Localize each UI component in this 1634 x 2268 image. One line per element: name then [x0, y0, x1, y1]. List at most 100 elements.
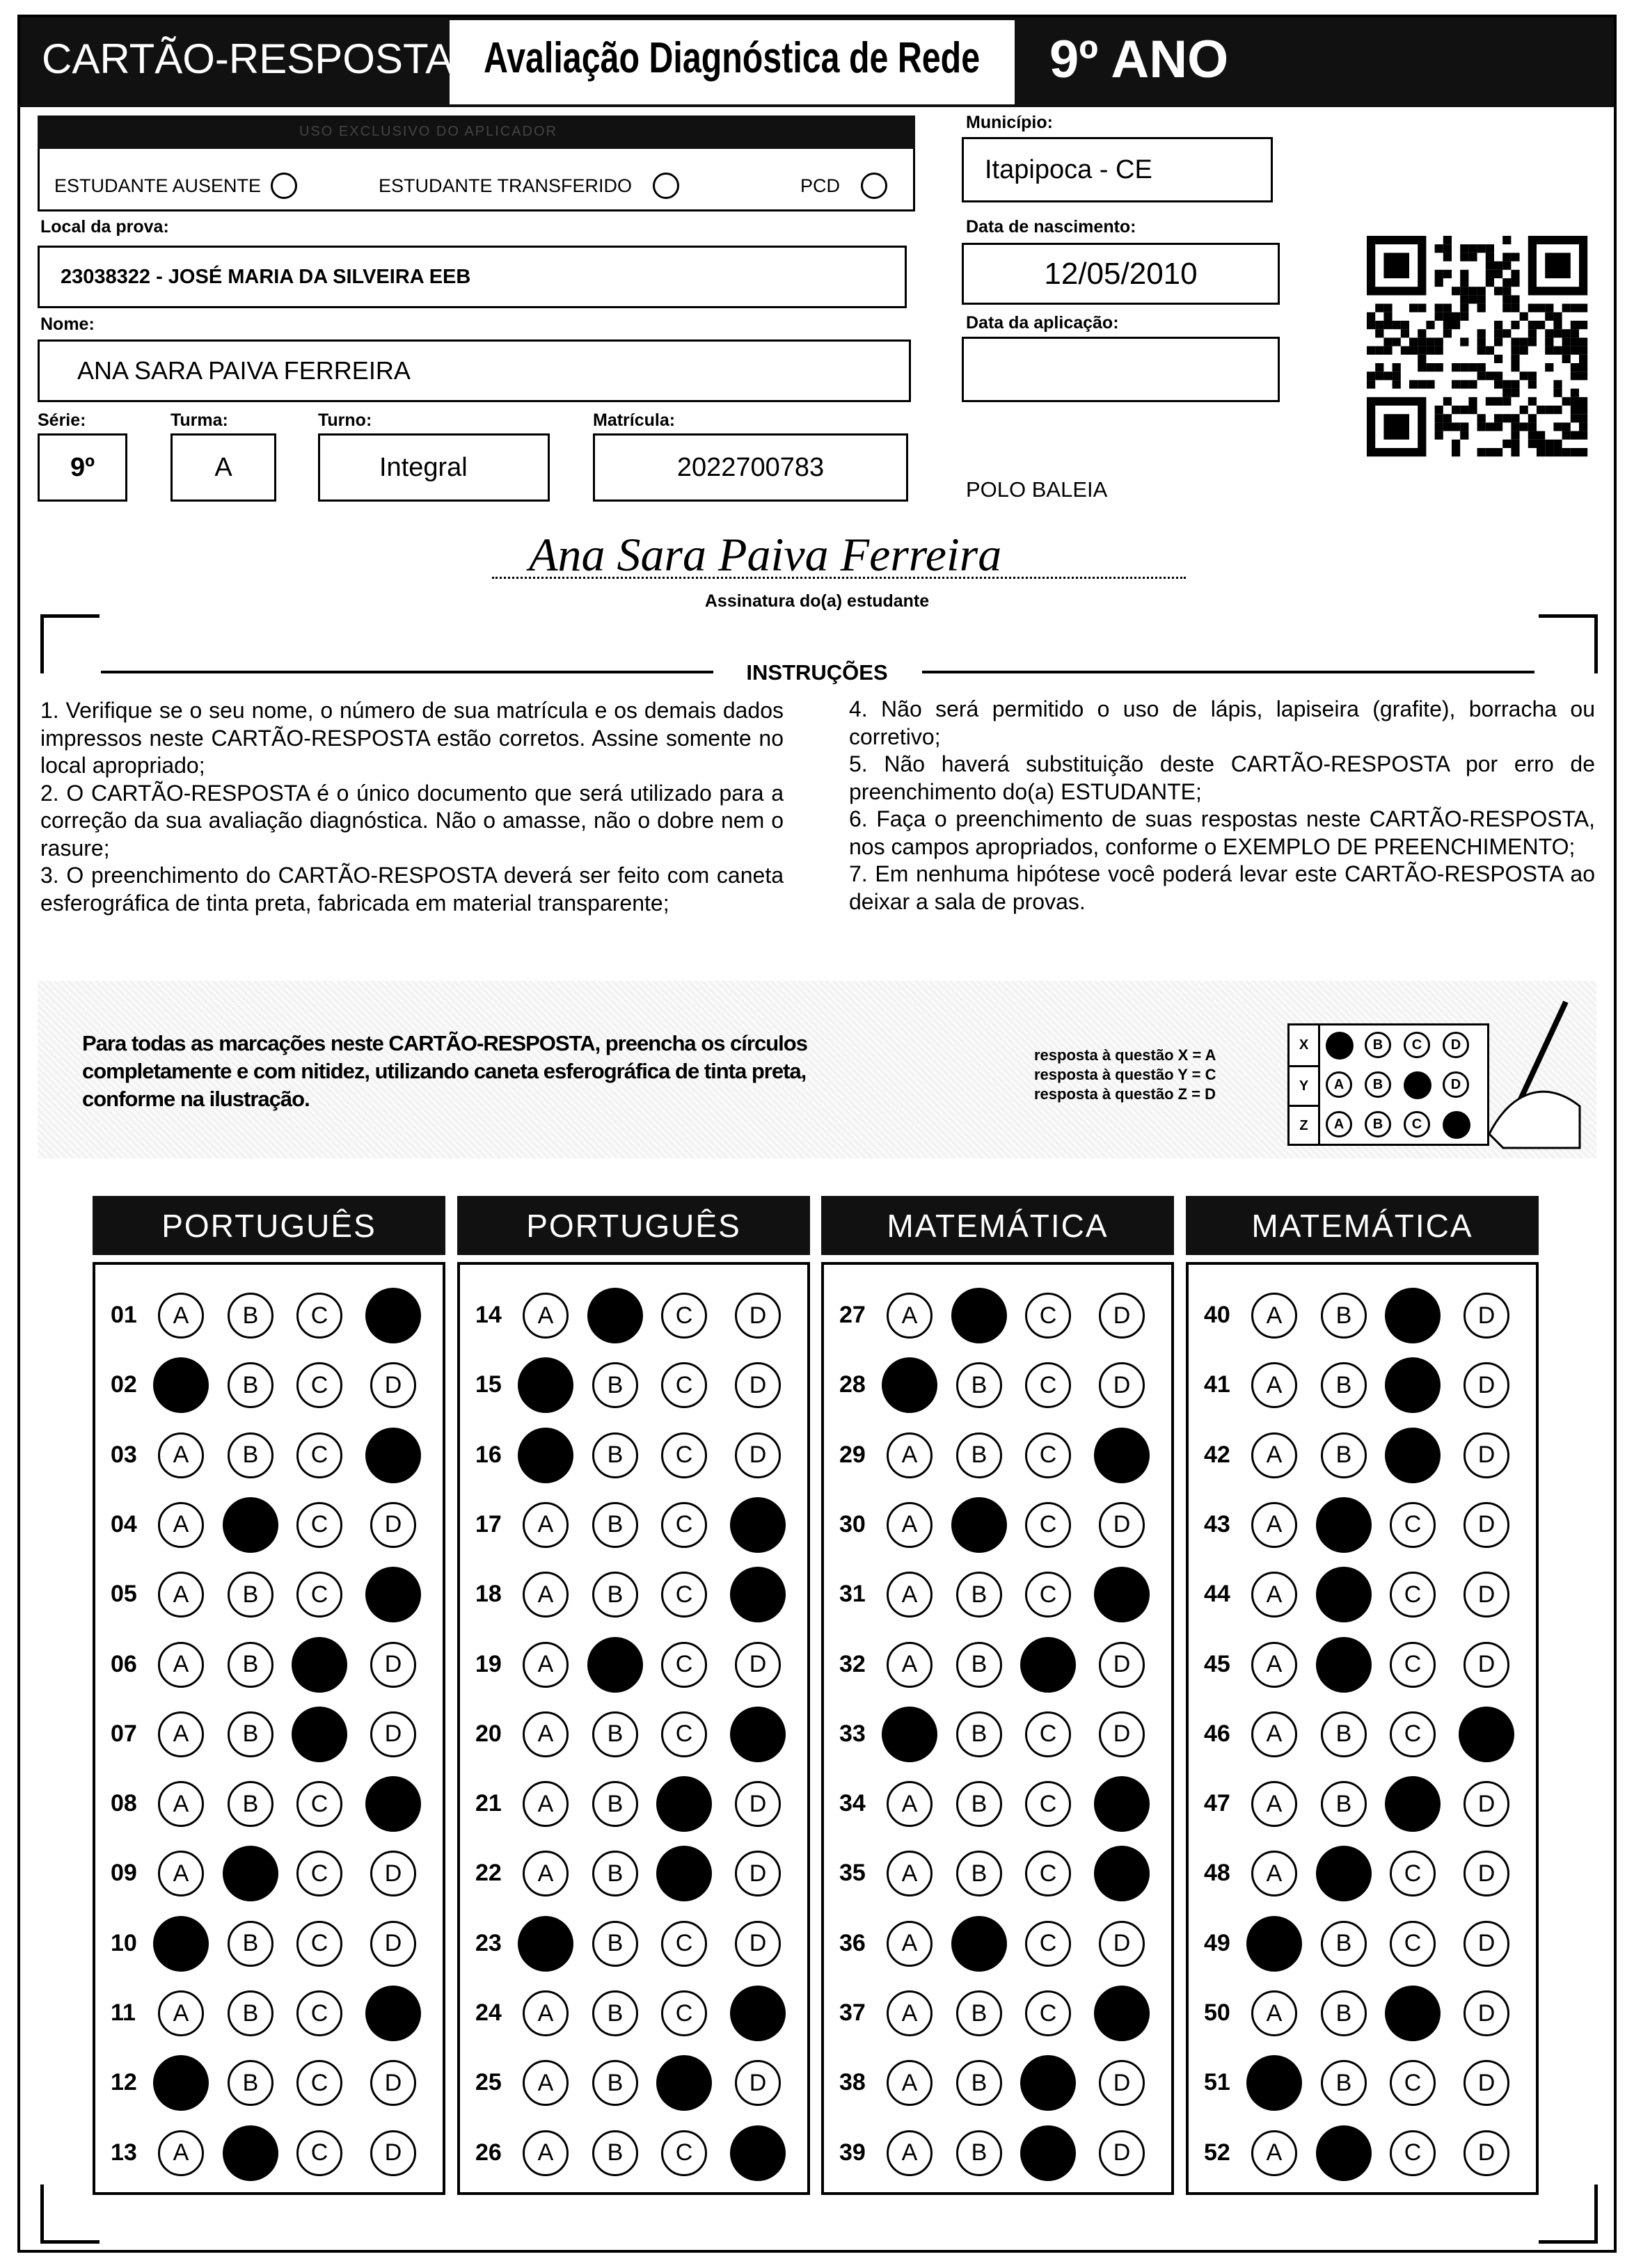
question-number: 39 [839, 2139, 866, 2166]
bubble: B [228, 1432, 273, 1478]
bubble: B [956, 1851, 1002, 1897]
qr-module [1460, 278, 1469, 287]
filled-bubble [730, 2125, 786, 2181]
filled-bubble [365, 1288, 421, 1343]
qr-module [1485, 253, 1494, 262]
outer-border [17, 15, 1617, 2253]
qr-module [1545, 363, 1554, 372]
example-row-label: Y [1290, 1065, 1320, 1105]
qr-module [1452, 287, 1461, 296]
qr-module [1434, 269, 1443, 278]
bubble: A [887, 1432, 933, 1478]
question-number: 21 [475, 1790, 502, 1817]
bubble: D [1464, 1293, 1509, 1339]
bubble: D [370, 2130, 416, 2176]
qr-module [1443, 244, 1452, 253]
section-header: PORTUGUÊS [93, 1196, 445, 1255]
qr-module [1477, 287, 1486, 296]
qr-module [1579, 303, 1588, 312]
qr-module [1443, 312, 1452, 321]
qr-module [1545, 337, 1554, 346]
qr-module [1468, 244, 1477, 253]
signature-label: Assinatura do(a) estudante [704, 591, 930, 611]
bubble: B [592, 1711, 638, 1757]
instruction: 3. O preenchimento do CARTÃO-RESPOSTA de… [40, 863, 784, 916]
qr-module [1400, 321, 1409, 330]
instructions-title: INSTRUÇÕES [746, 660, 888, 685]
bubble: C [296, 1990, 342, 2036]
qr-module [1511, 303, 1520, 312]
qr-module [1485, 346, 1494, 355]
question-number: 41 [1204, 1371, 1230, 1398]
filled-bubble [365, 1776, 421, 1832]
qr-module [1477, 295, 1486, 304]
qr-module [1579, 431, 1588, 440]
question-number: 17 [475, 1510, 502, 1538]
filled-bubble [1385, 1357, 1441, 1414]
question-number: 46 [1204, 1720, 1230, 1747]
qr-module [1383, 303, 1393, 312]
question-number: 49 [1204, 1929, 1230, 1956]
option-text: PCD [800, 175, 841, 196]
qr-module [1579, 414, 1588, 423]
filled-bubble [1246, 1915, 1302, 1972]
question-number: 50 [1204, 1999, 1230, 2026]
filled-bubble [951, 1288, 1007, 1343]
bubble: A [523, 1851, 569, 1897]
qr-module [1494, 261, 1503, 270]
qr-module [1502, 261, 1512, 270]
qr-module [1418, 380, 1427, 389]
qr-module [1383, 312, 1393, 321]
bubble: A [1251, 1851, 1297, 1897]
filled-bubble [1316, 1846, 1372, 1902]
qr-module [1375, 303, 1384, 312]
qr-module [1392, 363, 1401, 372]
qr-module [1418, 354, 1427, 363]
question-number: 20 [475, 1720, 502, 1747]
example-bubble: B [1365, 1032, 1391, 1058]
qr-module [1443, 236, 1452, 245]
bubble: A [887, 1641, 933, 1688]
qr-module [1553, 346, 1562, 355]
field-value: ANA SARA PAIVA FERREIRA [77, 356, 411, 385]
qr-module [1545, 329, 1554, 338]
bubble: C [296, 1572, 342, 1618]
question-number: 34 [839, 1790, 866, 1817]
qr-module [1570, 329, 1579, 338]
filled-bubble [518, 1357, 573, 1414]
rule [101, 671, 713, 673]
filled-bubble [951, 1496, 1007, 1553]
bubble: A [523, 2130, 569, 2176]
bubble: B [228, 1572, 273, 1618]
bubble: A [523, 1711, 569, 1757]
qr-module [1400, 346, 1409, 355]
example-bubble: C [1404, 1032, 1430, 1058]
qr-module [1511, 414, 1520, 423]
header-grade: 9º ANO [1049, 30, 1229, 89]
filled-bubble [518, 1915, 573, 1972]
filled-bubble [730, 1706, 786, 1762]
bubble: B [592, 1990, 638, 2036]
filled-bubble [223, 2125, 278, 2181]
qr-module [1502, 253, 1512, 262]
bubble: A [1251, 1781, 1297, 1828]
qr-module [1537, 406, 1546, 415]
filled-bubble [730, 1567, 786, 1623]
bubble: D [735, 1362, 781, 1409]
bubble: B [956, 1362, 1002, 1409]
qr-module [1468, 406, 1477, 415]
example-bubble: B [1365, 1111, 1391, 1137]
filled-bubble [518, 1427, 573, 1483]
qr-module [1562, 346, 1571, 355]
qr-module [1553, 312, 1562, 321]
bubble: A [887, 1781, 933, 1828]
bubble: C [661, 1920, 707, 1967]
filled-bubble [1094, 1846, 1150, 1902]
question-number: 13 [111, 2139, 137, 2166]
qr-module [1460, 253, 1469, 262]
bubble: D [1464, 1851, 1509, 1897]
field-label: Matrícula: [593, 410, 676, 430]
bubble: A [887, 1501, 933, 1548]
qr-module [1477, 414, 1486, 423]
